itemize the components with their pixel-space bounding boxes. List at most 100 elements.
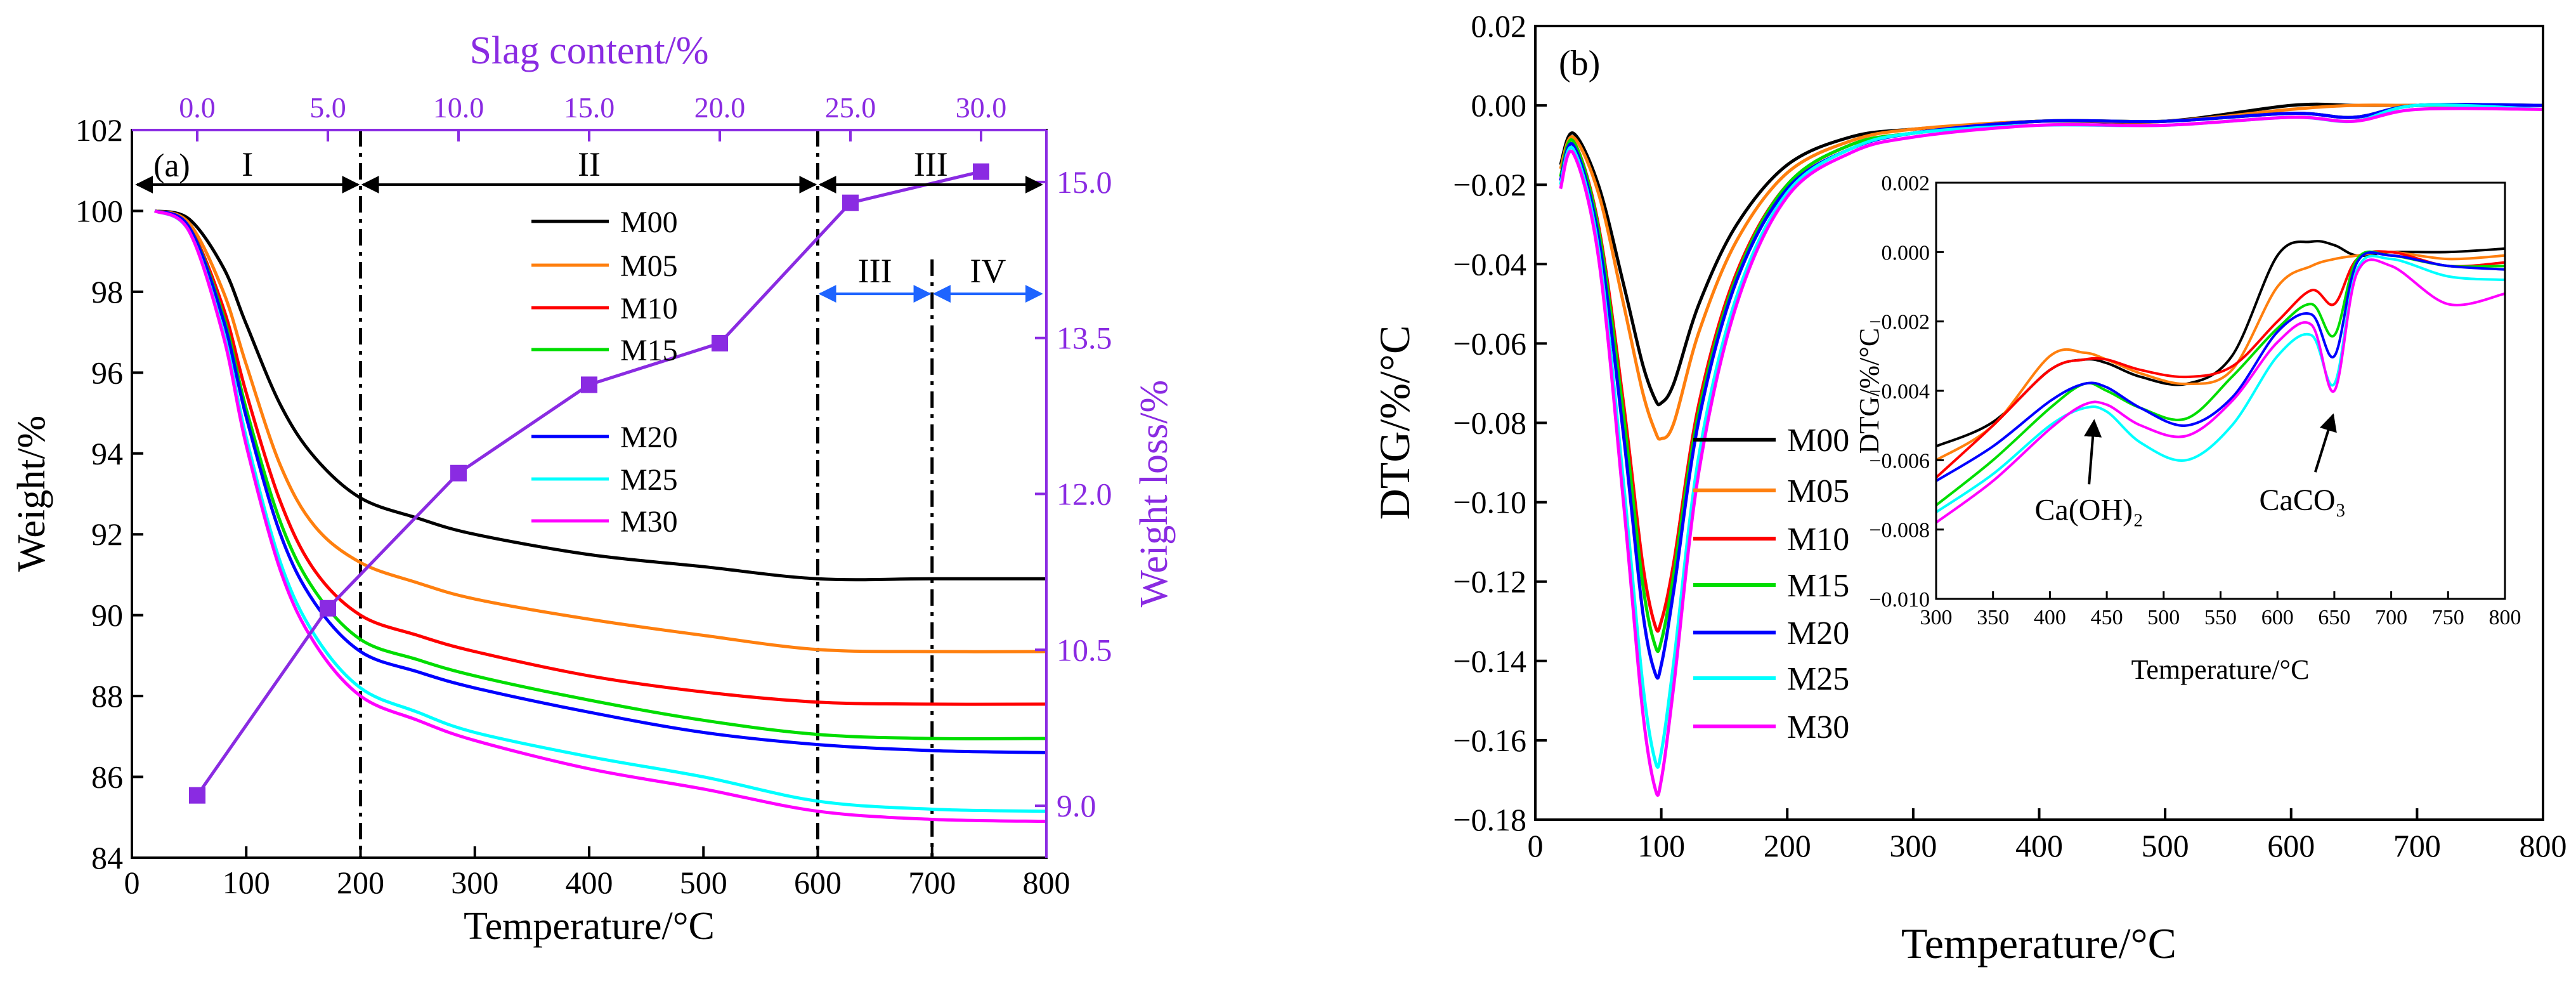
x-tick-label: 400	[2015, 828, 2063, 863]
inset-y-tick-label: 0.002	[1882, 172, 1930, 195]
inset-x-tick-label: 800	[2489, 606, 2521, 629]
annotation-arrow-caco3	[2313, 413, 2337, 473]
x-tick-label: 500	[2142, 828, 2189, 863]
inset-series-line-m30	[1935, 258, 2506, 524]
y-tick-label: 84	[91, 840, 123, 876]
inset-x-tick-label: 700	[2375, 606, 2407, 629]
x-tick-label: 300	[451, 865, 498, 900]
y-tick-label: 98	[91, 274, 123, 310]
inset-x-tick-label: 650	[2318, 606, 2350, 629]
x-tick-label: 500	[680, 865, 727, 900]
region-label: I	[242, 145, 253, 183]
series-line-m00	[154, 209, 1046, 582]
y-tick-label: −0.06	[1453, 325, 1526, 361]
top-tick-label: 5.0	[309, 91, 346, 124]
right-tick-label: 13.5	[1057, 320, 1112, 356]
series-line-m20	[154, 209, 1047, 754]
panel-b-series	[1559, 102, 2544, 797]
region-label-lower: III	[858, 252, 892, 290]
annotation-arrow-caoh2	[2084, 419, 2102, 485]
top-tick-label: 25.0	[825, 91, 876, 124]
panel-a-top-axis: 0.0 5.0 10.0 15.0 20.0 25.0 30.0	[132, 91, 1046, 141]
legend-label-m00: M00	[620, 206, 678, 239]
dtg-series-line-m05	[1559, 103, 2543, 441]
inset-y-axis-label: DTG/%/°C	[1854, 328, 1885, 454]
panel-a-series	[153, 209, 1047, 823]
panel-a-right-axis: 9.0 10.5 12.0 13.5 15.0	[1035, 130, 1112, 858]
weight-loss-series	[189, 163, 989, 804]
legend-label-m05: M05	[1787, 473, 1849, 509]
inset-x-tick-label: 600	[2261, 606, 2294, 629]
legend-label-m30: M30	[620, 505, 678, 539]
inset-x-axis: 300 350 400 450 500 550 600 650 700 750 800	[1920, 591, 2521, 629]
weight-loss-marker	[189, 787, 205, 804]
weight-loss-marker	[973, 163, 989, 180]
inset-x-tick-label: 500	[2147, 606, 2180, 629]
panel-a-top-axis-label: Slag content/%	[469, 29, 708, 72]
inset-annotations: Ca(OH)₂ CaCO₃	[2034, 413, 2346, 527]
y-tick-label: 100	[75, 193, 123, 228]
y-tick-label: −0.02	[1453, 167, 1526, 202]
y-tick-label: 88	[91, 678, 123, 714]
inset-x-tick-label: 450	[2091, 606, 2123, 629]
x-tick-label: 100	[1637, 828, 1685, 863]
inset-y-tick-label: −0.002	[1869, 311, 1930, 334]
panel-b-x-axis-label: Temperature/°C	[1901, 919, 2176, 968]
x-tick-label: 300	[1889, 828, 1937, 863]
dtg-series-line-m20	[1559, 103, 2544, 680]
x-tick-label: 600	[2267, 828, 2315, 863]
legend-label-m30: M30	[1787, 709, 1849, 745]
top-tick-label: 10.0	[433, 91, 485, 124]
top-tick-label: 15.0	[564, 91, 615, 124]
y-tick-label: 102	[75, 112, 123, 148]
annotation-caoh2: Ca(OH)₂	[2034, 493, 2143, 527]
right-tick-label: 9.0	[1057, 788, 1096, 823]
weight-loss-marker	[581, 376, 597, 393]
inset-y-tick-label: 0.000	[1882, 241, 1930, 265]
inset-x-tick-label: 300	[1920, 606, 1953, 629]
inset-x-tick-label: 400	[2034, 606, 2066, 629]
y-tick-label: 0.02	[1471, 8, 1527, 44]
inset-x-axis-label: Temperature/°C	[2131, 654, 2310, 685]
inset-y-tick-label: −0.006	[1869, 449, 1930, 473]
legend-label-m25: M25	[1787, 661, 1849, 697]
series-line-m30	[153, 209, 1047, 823]
inset-series-line-m25	[1935, 254, 2506, 513]
weight-loss-marker	[712, 334, 728, 351]
legend-label-m20: M20	[620, 421, 678, 454]
inset-y-tick-label: −0.004	[1869, 380, 1930, 403]
legend-label-m10: M10	[620, 292, 678, 325]
dtg-series-line-m00	[1559, 102, 2543, 407]
panel-a-legend: M00 M05 M10 M15 M20 M25 M30	[531, 206, 678, 539]
region-label: II	[578, 145, 601, 183]
panel-b-x-axis: 0 100 200 300 400 500 600 700 800	[1528, 808, 2567, 863]
y-tick-label: −0.08	[1453, 405, 1526, 441]
legend-label-m20: M20	[1787, 615, 1849, 652]
panel-b-label: (b)	[1559, 44, 1600, 83]
right-tick-label: 10.5	[1057, 632, 1112, 667]
panel-a-x-axis: 0 100 200 300 400 500 600 700 800	[124, 846, 1070, 900]
panel-b-inset: 300 350 400 450 500 550 600 650 700 750 800 −0.010…	[1854, 172, 2521, 685]
series-line-m10	[154, 209, 1047, 706]
y-tick-label: −0.18	[1453, 802, 1526, 837]
series-line-m05	[154, 209, 1047, 653]
x-tick-label: 700	[908, 865, 956, 900]
legend-label-m00: M00	[1787, 423, 1849, 459]
y-tick-label: 90	[91, 598, 123, 633]
top-tick-label: 30.0	[956, 91, 1007, 124]
y-tick-label: −0.12	[1453, 564, 1526, 600]
y-tick-label: −0.14	[1453, 643, 1526, 679]
x-tick-label: 700	[2393, 828, 2441, 863]
inset-series-line-m20	[1935, 251, 2506, 482]
panel-a-right-axis-label: Weight loss/%	[1133, 380, 1176, 607]
y-tick-label: 92	[91, 516, 123, 552]
x-tick-label: 600	[794, 865, 842, 900]
weight-loss-marker	[842, 194, 859, 211]
inset-x-tick-label: 550	[2204, 606, 2237, 629]
inset-y-tick-label: −0.010	[1869, 588, 1930, 612]
right-tick-label: 15.0	[1057, 164, 1112, 200]
inset-x-tick-label: 750	[2432, 606, 2464, 629]
panel-a-dividers	[359, 130, 934, 858]
y-tick-label: 0.00	[1471, 88, 1527, 123]
